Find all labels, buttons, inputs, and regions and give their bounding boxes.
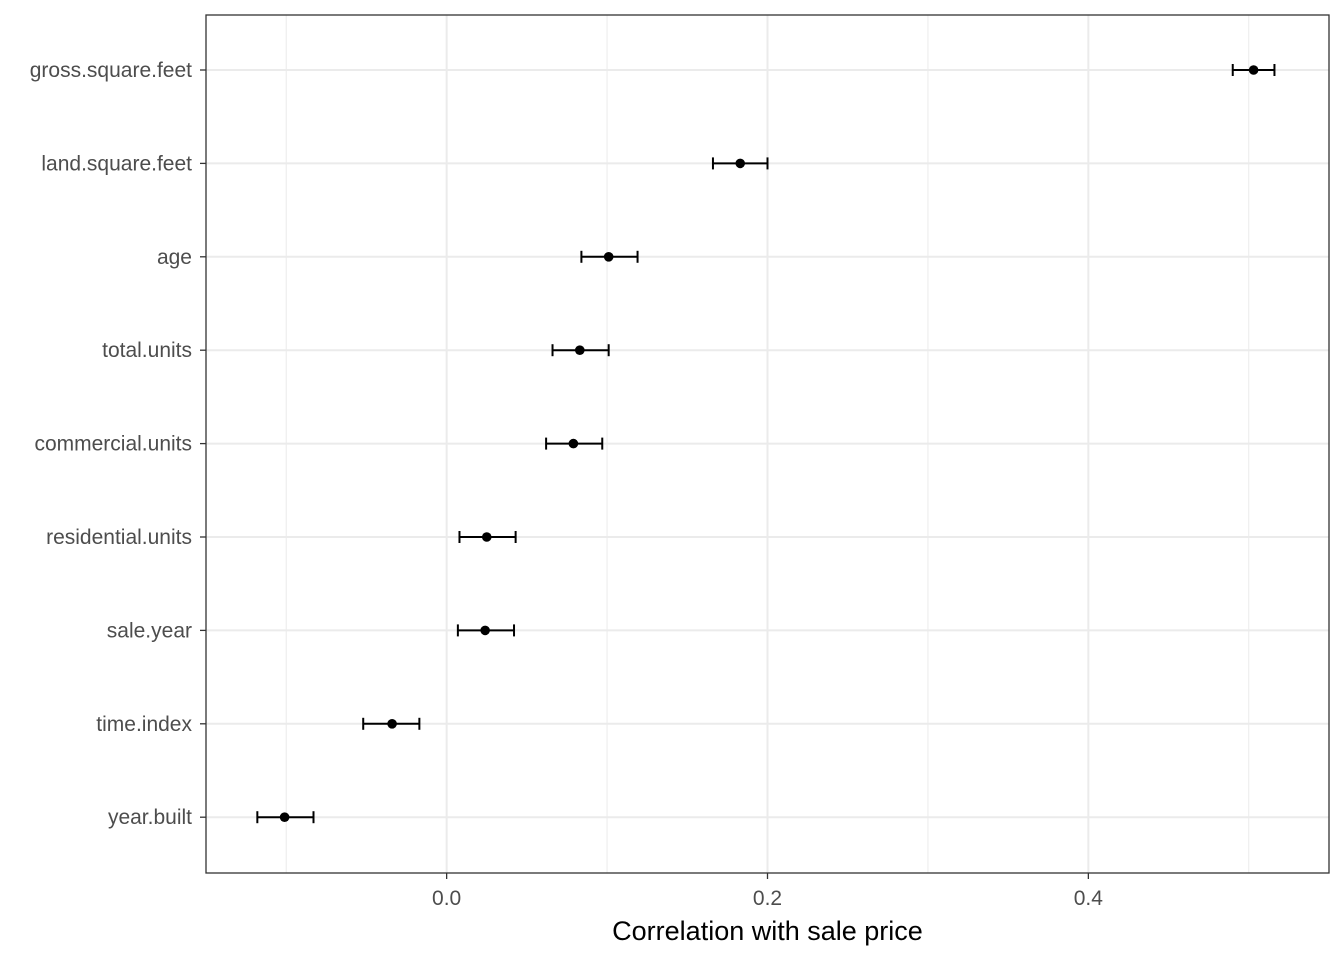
x-tick-label: 0.4 (1074, 887, 1104, 910)
y-tick-label: gross.square.feet (30, 59, 192, 82)
y-tick-label: commercial.units (34, 433, 192, 456)
data-point (387, 719, 397, 729)
x-axis-title: Correlation with sale price (612, 916, 923, 946)
x-axis: 0.0 0.2 0.4 (432, 873, 1103, 910)
x-tick-label: 0.2 (753, 887, 782, 910)
data-point (279, 812, 290, 822)
data-point (603, 251, 614, 262)
y-tick-label: sale.year (107, 619, 192, 642)
y-axis: gross.square.feet land.square.feet age tota… (30, 59, 206, 829)
y-tick-label: year.built (108, 806, 192, 829)
y-tick-label: residential.units (46, 526, 192, 549)
data-point (1248, 65, 1259, 75)
y-tick-label: land.square.feet (41, 152, 192, 175)
data-point (481, 532, 492, 542)
data-point (568, 438, 579, 449)
y-tick-label: time.index (96, 713, 192, 736)
x-tick-label: 0.0 (432, 887, 461, 910)
data-point (480, 625, 490, 636)
data-marks (256, 64, 1276, 824)
y-tick-label: age (157, 246, 192, 269)
y-tick-label: total.units (102, 339, 192, 362)
data-point (735, 158, 746, 169)
data-point (574, 345, 585, 356)
